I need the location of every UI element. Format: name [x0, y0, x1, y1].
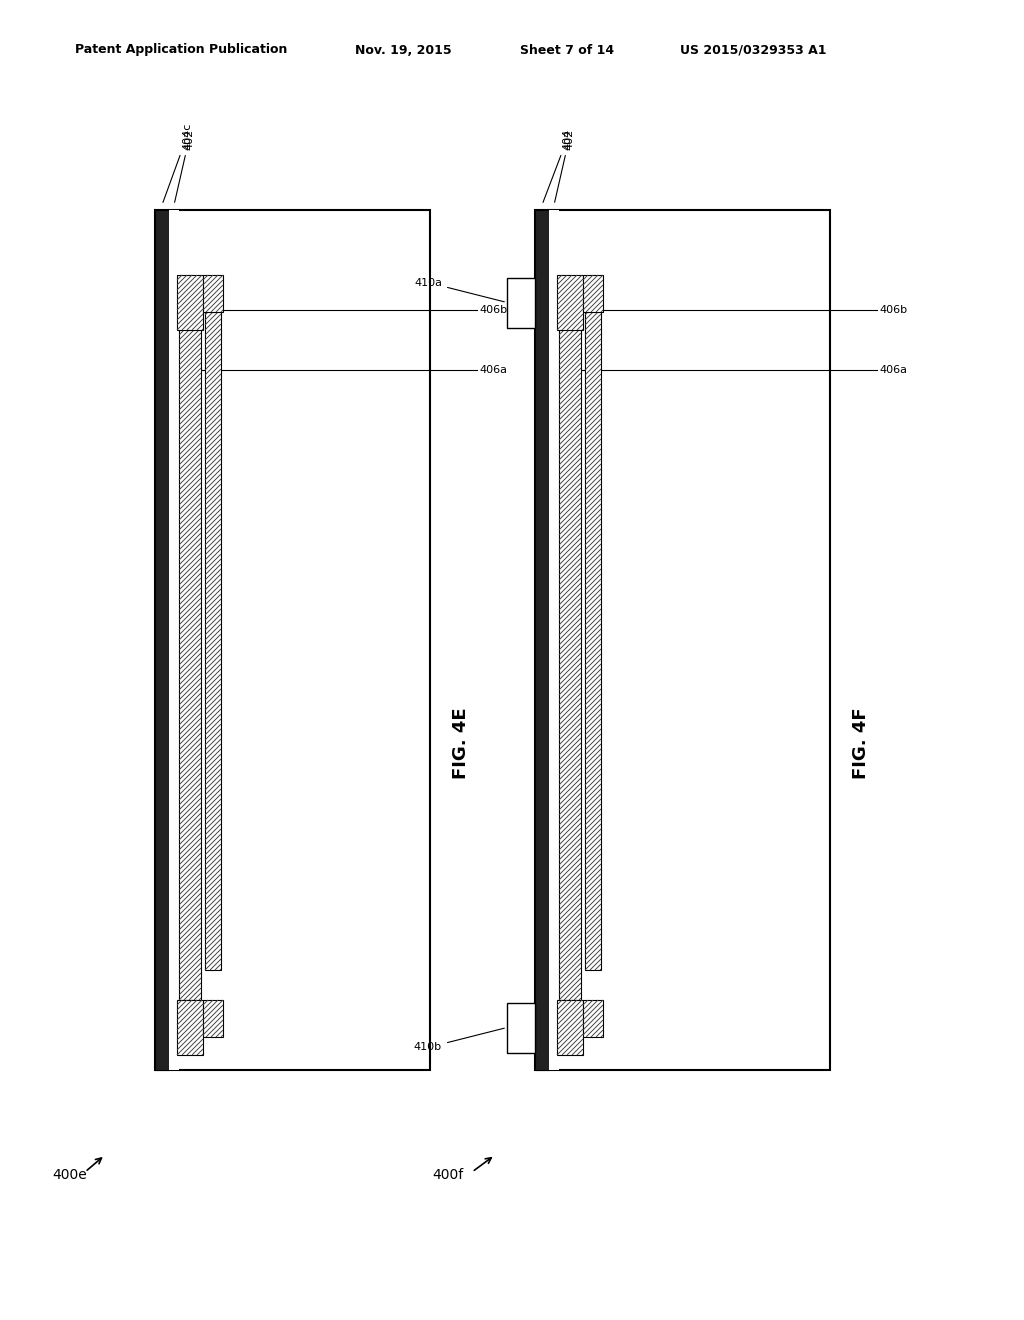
Text: 406b: 406b — [879, 305, 907, 315]
Text: FIG. 4E: FIG. 4E — [452, 708, 470, 779]
Bar — [583, 1001, 603, 1038]
Text: Nov. 19, 2015: Nov. 19, 2015 — [355, 44, 452, 57]
Bar — [557, 1001, 583, 1055]
Bar — [203, 1001, 223, 1038]
Text: Patent Application Publication: Patent Application Publication — [75, 44, 288, 57]
Text: 404c: 404c — [163, 123, 193, 202]
Text: 410a: 410a — [414, 277, 504, 302]
Text: 404: 404 — [543, 129, 572, 202]
Bar — [535, 210, 830, 1071]
Text: 402: 402 — [555, 129, 574, 202]
Text: 400e: 400e — [52, 1168, 87, 1181]
Text: 406b: 406b — [479, 305, 507, 315]
Bar — [205, 310, 221, 970]
Text: 400f: 400f — [432, 1168, 463, 1181]
Bar — [179, 280, 201, 1001]
Bar — [155, 210, 169, 1071]
Text: Sheet 7 of 14: Sheet 7 of 14 — [520, 44, 614, 57]
Bar — [203, 275, 223, 312]
Text: FIG. 4F: FIG. 4F — [852, 708, 870, 779]
Text: 406a: 406a — [479, 366, 507, 375]
Bar — [507, 277, 535, 327]
Bar — [585, 310, 601, 970]
Bar — [177, 1001, 203, 1055]
Text: 410b: 410b — [414, 1028, 504, 1052]
Bar — [559, 280, 581, 1001]
Text: 402: 402 — [175, 129, 194, 202]
Text: US 2015/0329353 A1: US 2015/0329353 A1 — [680, 44, 826, 57]
Bar — [557, 275, 583, 330]
Bar — [169, 210, 179, 1071]
Bar — [155, 210, 430, 1071]
Bar — [535, 210, 549, 1071]
Bar — [583, 275, 603, 312]
Bar — [549, 210, 559, 1071]
Bar — [507, 1002, 535, 1052]
Text: 406a: 406a — [879, 366, 907, 375]
Bar — [177, 275, 203, 330]
